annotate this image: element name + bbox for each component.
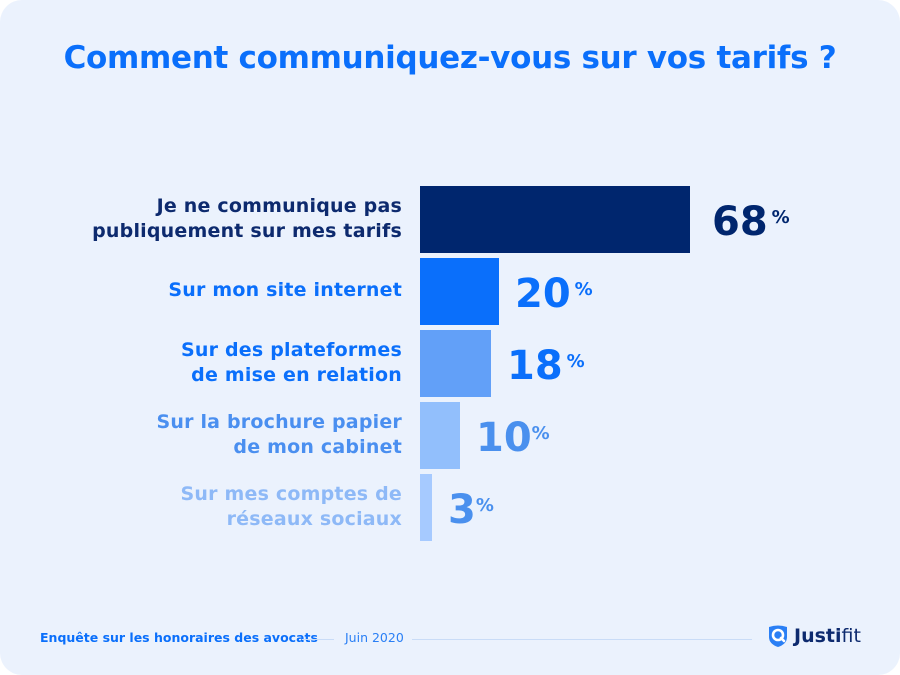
value-label: 20% [515, 274, 593, 314]
value-label: 3% [448, 490, 494, 530]
value-number: 68 [712, 199, 768, 245]
category-label-line: publiquement sur mes tarifs [92, 219, 402, 242]
category-label: Je ne communique pas publiquement sur mes… [82, 194, 402, 244]
brand-name: Justifit [794, 625, 861, 647]
percent-symbol: % [475, 495, 494, 516]
value-number: 20 [515, 271, 571, 317]
value-number: 18 [507, 343, 563, 389]
category-label-line: réseaux sociaux [226, 507, 402, 530]
value-number: 10 [476, 415, 532, 461]
category-label-line: Sur la brochure papier [156, 410, 402, 433]
value-label: 10% [476, 418, 550, 458]
bar [420, 330, 491, 397]
bar [420, 474, 432, 541]
category-label: Sur mes comptes de réseaux sociaux [82, 482, 402, 532]
category-label: Sur mon site internet [82, 278, 402, 303]
category-label-line: de mon cabinet [233, 435, 402, 458]
survey-date: Juin 2020 [345, 630, 404, 645]
percent-symbol: % [531, 423, 550, 444]
footer-divider [302, 639, 334, 640]
bar [420, 402, 460, 469]
justifit-logo: Justifit [767, 624, 861, 648]
category-label-line: Sur mon site internet [168, 279, 402, 301]
bar [420, 258, 499, 325]
footer-divider [412, 639, 752, 640]
percent-symbol: % [771, 207, 790, 228]
category-label-line: Sur mes comptes de [180, 482, 402, 505]
percent-symbol: % [566, 351, 585, 372]
shield-search-icon [769, 625, 787, 647]
category-label: Sur la brochure papier de mon cabinet [82, 410, 402, 460]
percent-symbol: % [574, 279, 593, 300]
value-number: 3 [448, 487, 476, 533]
bar [420, 186, 690, 253]
category-label-line: Sur des plateformes [181, 338, 402, 361]
category-label-line: de mise en relation [191, 363, 402, 386]
category-label-line: Je ne communique pas [156, 194, 402, 217]
value-label: 18% [507, 346, 585, 386]
chart-title: Comment communiquez-vous sur vos tarifs … [63, 40, 837, 76]
category-label: Sur des plateformes de mise en relation [82, 338, 402, 388]
value-label: 68% [712, 202, 790, 242]
survey-title: Enquête sur les honoraires des avocats [40, 630, 318, 645]
